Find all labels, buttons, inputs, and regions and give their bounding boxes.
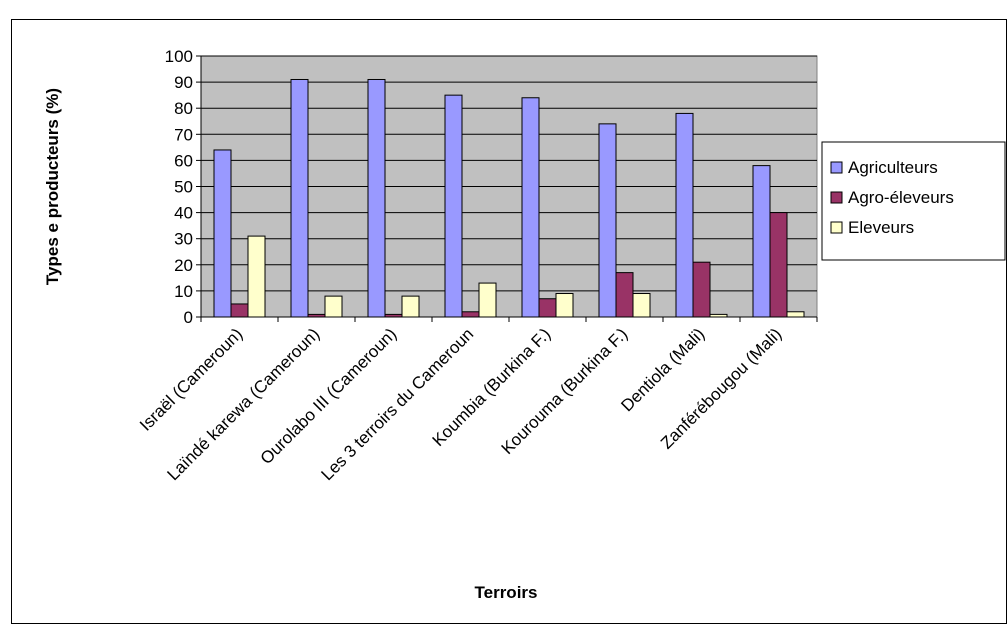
x-tick-label: Les 3 terroirs du Cameroun	[318, 324, 478, 484]
bar-agriculteurs	[675, 112, 694, 318]
legend-swatch	[830, 191, 843, 204]
legend-box	[821, 141, 1006, 261]
y-axis-label: Types e producteurs (%)	[43, 88, 62, 285]
bar-eleveurs	[478, 282, 497, 318]
x-axis-label: Terroirs	[475, 583, 538, 602]
bar-eleveurs	[555, 293, 574, 318]
legend-label: Agro-éleveurs	[848, 188, 954, 207]
bar-agriculteurs	[290, 78, 309, 318]
bar-chart: 0 10 20 30 40 50 60 70 80 90 100 Israël (Cameroun)…	[43, 47, 1006, 602]
bars	[213, 78, 805, 318]
legend-swatch	[830, 221, 843, 234]
bar-eleveurs	[401, 295, 420, 318]
y-tick-labels: 0 10 20 30 40 50 60 70 80 90 100	[165, 47, 193, 327]
bar-agriculteurs	[598, 123, 617, 318]
axes	[196, 55, 818, 322]
y-tick-label: 70	[174, 125, 193, 144]
bar-eleveurs	[786, 311, 805, 318]
y-tick-label: 0	[184, 308, 193, 327]
y-tick-label: 90	[174, 73, 193, 92]
y-tick-label: 20	[174, 256, 193, 275]
bar-eleveurs	[247, 235, 266, 318]
bar-eleveurs	[324, 295, 343, 318]
bar-agriculteurs	[752, 165, 771, 318]
chart-frame: 0 10 20 30 40 50 60 70 80 90 100 Israël (Cameroun)…	[11, 19, 1007, 624]
x-tick-label: Kourouma (Burkina F.)	[498, 324, 632, 458]
x-tick-label: Ourolabo III (Cameroun)	[257, 324, 401, 468]
legend-label: Agriculteurs	[848, 158, 938, 177]
bar-agro-leveurs	[538, 298, 557, 318]
bar-agriculteurs	[213, 149, 232, 318]
bar-agro-leveurs	[461, 311, 480, 318]
y-tick-label: 30	[174, 230, 193, 249]
legend: Agriculteurs Agro-éleveurs Eleveurs	[821, 141, 1006, 261]
bar-agriculteurs	[444, 94, 463, 318]
y-tick-label: 50	[174, 178, 193, 197]
y-tick-label: 60	[174, 151, 193, 170]
bar-agro-leveurs	[692, 261, 711, 318]
bar-agro-leveurs	[769, 212, 788, 318]
x-tick-label: Laïndé karewa (Cameroun)	[164, 324, 324, 484]
bar-agro-leveurs	[615, 272, 634, 318]
y-tick-label: 80	[174, 99, 193, 118]
bar-agriculteurs	[367, 78, 386, 318]
x-tick-labels: Israël (Cameroun)Laïndé karewa (Cameroun…	[136, 324, 785, 484]
bar-agriculteurs	[521, 97, 540, 318]
y-tick-label: 10	[174, 282, 193, 301]
legend-label: Eleveurs	[848, 218, 914, 237]
bar-agro-leveurs	[230, 303, 249, 318]
bar-eleveurs	[632, 293, 651, 318]
y-tick-label: 100	[165, 47, 193, 66]
y-tick-label: 40	[174, 204, 193, 223]
legend-swatch	[830, 161, 843, 174]
